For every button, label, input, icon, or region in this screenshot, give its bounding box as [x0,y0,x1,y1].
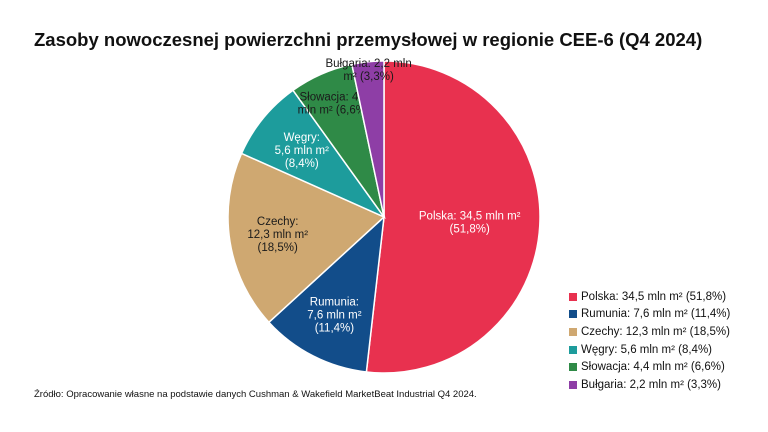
pie-slice-bułgaria [350,60,385,218]
slice-label-węgry: Węgry: 5,6 mln m² (8,4%) [275,132,329,170]
legend-item-słowacja: Słowacja: 4,4 mln m² (6,6%) [569,358,730,376]
slice-label-line: Węgry: [284,132,320,144]
pie-slice-czechy [227,152,386,324]
legend-item-bułgaria: Bułgaria: 2,2 mln m² (3,3%) [569,376,730,394]
pie-slice-polska [365,60,541,374]
slice-label-line: (8,4%) [285,158,319,170]
slice-label-line: m² (3,3%) [343,71,394,83]
slice-label-line: Słowacja: 4,4 [299,91,368,103]
slice-label-bułgaria: Bułgaria: 2,2 mln m² (3,3%) [325,58,411,83]
legend: Polska: 34,5 mln m² (51,8%) Rumunia: 7,6 … [569,288,730,394]
slice-label-line: Polska: 34,5 mln m² [419,210,521,222]
slice-label-czechy: Czechy: 12,3 mln m² (18,5%) [247,216,308,254]
slice-label-rumunia: Rumunia: 7,6 mln m² (11,4%) [307,296,361,334]
legend-item-rumunia: Rumunia: 7,6 mln m² (11,4%) [569,306,730,324]
legend-item-polska: Polska: 34,5 mln m² (51,8%) [569,288,730,306]
legend-swatch [569,327,577,336]
pie-slice-rumunia [267,215,385,373]
legend-swatch [569,310,577,319]
legend-swatch [569,363,577,372]
legend-label: Czechy: 12,3 mln m² (18,5%) [581,325,730,338]
legend-label: Polska: 34,5 mln m² (51,8%) [581,290,727,303]
legend-swatch [569,380,577,389]
slice-label-line: 5,6 mln m² [275,145,329,157]
legend-item-węgry: Węgry: 5,6 mln m² (8,4%) [569,341,730,359]
slice-label-słowacja: Słowacja: 4,4 mln m² (6,6%) [298,91,370,116]
slice-label-polska: Polska: 34,5 mln m² (51,8%) [419,210,521,235]
slice-label-line: 12,3 mln m² [247,229,308,241]
legend-label: Słowacja: 4,4 mln m² (6,6%) [581,361,725,374]
legend-label: Węgry: 5,6 mln m² (8,4%) [581,343,712,356]
slice-label-line: (18,5%) [258,242,298,254]
slice-label-line: Czechy: [257,216,299,228]
source-note: Źródło: Opracowanie własne na podstawie … [34,389,477,400]
legend-item-czechy: Czechy: 12,3 mln m² (18,5%) [569,323,730,341]
slice-label-line: Rumunia: [310,296,359,308]
legend-label: Rumunia: 7,6 mln m² (11,4%) [581,308,731,321]
slice-label-line: 7,6 mln m² [307,309,361,321]
legend-swatch [569,345,577,354]
legend-label: Bułgaria: 2,2 mln m² (3,3%) [581,378,721,391]
legend-swatch [569,292,577,301]
slice-label-line: Bułgaria: 2,2 mln [325,58,411,70]
chart-title: Zasoby nowoczesnej powierzchni przemysło… [34,29,703,50]
slice-label-line: mln m² (6,6%) [298,104,370,116]
slice-label-line: (11,4%) [315,322,355,334]
slice-label-line: (51,8%) [450,223,490,235]
